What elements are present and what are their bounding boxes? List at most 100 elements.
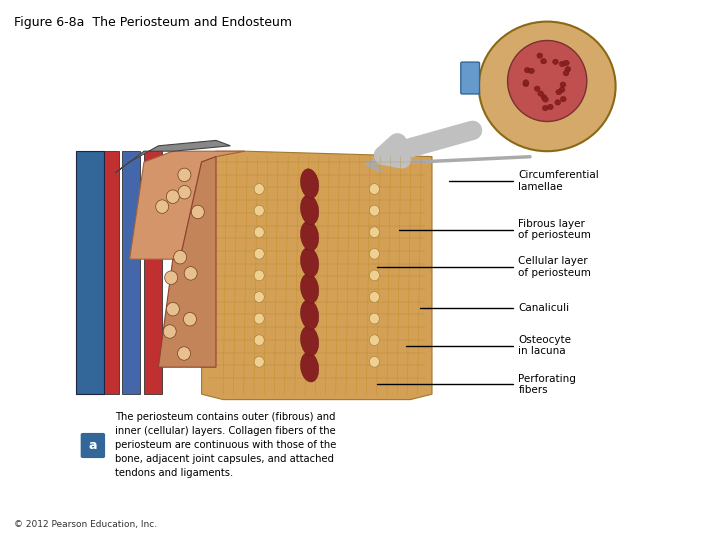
Text: Fibrous layer
of periosteum: Fibrous layer of periosteum: [399, 219, 591, 240]
Ellipse shape: [564, 60, 570, 65]
Ellipse shape: [534, 86, 540, 91]
Text: Canaliculi: Canaliculi: [420, 303, 570, 313]
Point: [420, 286, 429, 292]
Line: 2 pts: 2 pts: [315, 157, 319, 394]
Ellipse shape: [563, 71, 569, 76]
Line: 2 pts: 2 pts: [325, 157, 329, 394]
Line: 2 pts: 2 pts: [243, 157, 247, 394]
Text: Cellular layer
of periosteum: Cellular layer of periosteum: [377, 256, 591, 278]
Ellipse shape: [369, 292, 379, 302]
Point: [325, 153, 333, 160]
Polygon shape: [130, 151, 245, 259]
Ellipse shape: [553, 59, 559, 64]
Ellipse shape: [300, 274, 319, 303]
Point: [204, 311, 213, 318]
Point: [420, 159, 429, 165]
Line: 2 pts: 2 pts: [418, 157, 421, 394]
Ellipse shape: [523, 81, 528, 86]
Point: [229, 391, 238, 397]
Ellipse shape: [254, 270, 264, 281]
Line: 2 pts: 2 pts: [387, 157, 390, 394]
Line: 2 pts: 2 pts: [366, 157, 370, 394]
Ellipse shape: [254, 205, 264, 216]
Point: [260, 391, 269, 397]
Point: [420, 324, 429, 330]
Ellipse shape: [538, 91, 544, 96]
Line: 2 pts: 2 pts: [408, 157, 411, 394]
Point: [204, 184, 213, 191]
FancyBboxPatch shape: [81, 434, 104, 457]
Ellipse shape: [254, 184, 264, 194]
Ellipse shape: [254, 356, 264, 367]
Point: [284, 153, 292, 160]
Point: [239, 391, 248, 397]
Point: [204, 248, 213, 254]
Point: [420, 248, 429, 254]
Ellipse shape: [541, 58, 546, 64]
Point: [204, 336, 213, 343]
Line: 2 pts: 2 pts: [377, 157, 380, 394]
Polygon shape: [202, 151, 432, 400]
Point: [219, 391, 228, 397]
Text: © 2012 Pearson Education, Inc.: © 2012 Pearson Education, Inc.: [14, 520, 158, 529]
Point: [274, 153, 282, 160]
Point: [420, 260, 429, 267]
Point: [315, 153, 323, 160]
Point: [204, 260, 213, 267]
Ellipse shape: [166, 302, 179, 316]
Point: [331, 391, 340, 397]
Ellipse shape: [369, 335, 379, 346]
Ellipse shape: [523, 80, 528, 85]
Ellipse shape: [300, 353, 319, 382]
Point: [250, 391, 258, 397]
Ellipse shape: [165, 271, 178, 285]
Ellipse shape: [547, 104, 553, 110]
Bar: [122, 151, 140, 394]
Point: [204, 210, 213, 216]
Ellipse shape: [541, 94, 546, 100]
Ellipse shape: [369, 184, 379, 194]
Ellipse shape: [300, 326, 319, 356]
Text: The periosteum contains outer (fibrous) and
inner (cellular) layers. Collagen fi: The periosteum contains outer (fibrous) …: [115, 413, 336, 478]
Text: Osteocyte
in lacuna: Osteocyte in lacuna: [406, 335, 572, 356]
Line: 2 pts: 2 pts: [346, 157, 350, 394]
Ellipse shape: [178, 168, 191, 181]
Point: [204, 324, 213, 330]
Point: [420, 336, 429, 343]
Polygon shape: [158, 157, 216, 367]
Ellipse shape: [369, 248, 379, 259]
Point: [382, 391, 391, 397]
Point: [376, 153, 384, 160]
Ellipse shape: [369, 270, 379, 281]
Point: [204, 286, 213, 292]
Ellipse shape: [163, 325, 176, 338]
Line: 2 pts: 2 pts: [305, 157, 309, 394]
Text: a: a: [89, 439, 97, 452]
Point: [417, 153, 426, 160]
Ellipse shape: [560, 82, 566, 87]
Point: [397, 153, 405, 160]
Polygon shape: [115, 140, 230, 173]
Point: [386, 153, 395, 160]
Ellipse shape: [555, 100, 561, 105]
Ellipse shape: [300, 221, 319, 251]
Point: [407, 153, 415, 160]
Point: [342, 391, 351, 397]
Ellipse shape: [254, 335, 264, 346]
Point: [420, 172, 429, 178]
Point: [346, 153, 354, 160]
Ellipse shape: [300, 169, 319, 198]
Point: [420, 222, 429, 229]
FancyBboxPatch shape: [461, 62, 480, 94]
Point: [264, 153, 272, 160]
Text: Figure 6-8a  The Periosteum and Endosteum: Figure 6-8a The Periosteum and Endosteum: [14, 16, 292, 29]
Ellipse shape: [156, 200, 168, 213]
Point: [420, 210, 429, 216]
Text: Perforating
fibers: Perforating fibers: [377, 374, 576, 395]
Point: [204, 197, 213, 204]
Line: 2 pts: 2 pts: [223, 157, 227, 394]
Point: [403, 391, 412, 397]
Point: [290, 391, 299, 397]
Line: 2 pts: 2 pts: [274, 157, 278, 394]
Ellipse shape: [300, 195, 319, 225]
